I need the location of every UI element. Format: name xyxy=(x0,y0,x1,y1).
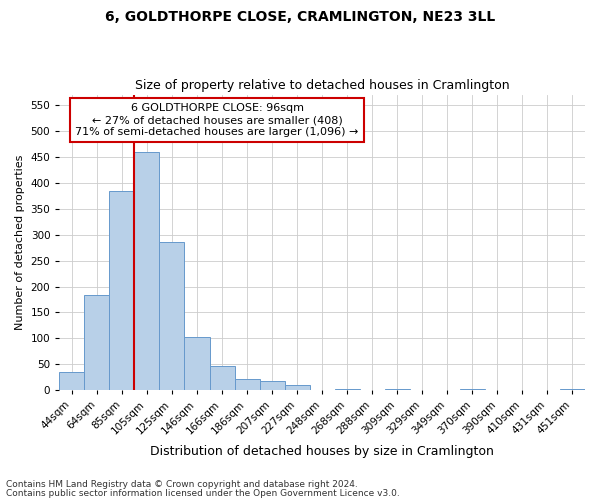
Bar xyxy=(335,388,360,390)
Bar xyxy=(160,242,184,390)
Y-axis label: Number of detached properties: Number of detached properties xyxy=(15,154,25,330)
Bar xyxy=(109,190,134,390)
Bar xyxy=(235,379,260,390)
X-axis label: Distribution of detached houses by size in Cramlington: Distribution of detached houses by size … xyxy=(150,444,494,458)
Bar xyxy=(59,372,85,390)
Bar xyxy=(85,296,109,390)
Text: Contains public sector information licensed under the Open Government Licence v3: Contains public sector information licen… xyxy=(6,488,400,498)
Text: 6 GOLDTHORPE CLOSE: 96sqm
← 27% of detached houses are smaller (408)
71% of semi: 6 GOLDTHORPE CLOSE: 96sqm ← 27% of detac… xyxy=(76,104,359,136)
Bar xyxy=(284,385,310,390)
Bar xyxy=(460,388,485,390)
Bar xyxy=(385,388,410,390)
Bar xyxy=(134,152,160,390)
Title: Size of property relative to detached houses in Cramlington: Size of property relative to detached ho… xyxy=(135,79,509,92)
Bar xyxy=(560,388,585,390)
Bar xyxy=(184,337,209,390)
Bar xyxy=(260,382,284,390)
Bar xyxy=(209,366,235,390)
Text: 6, GOLDTHORPE CLOSE, CRAMLINGTON, NE23 3LL: 6, GOLDTHORPE CLOSE, CRAMLINGTON, NE23 3… xyxy=(105,10,495,24)
Text: Contains HM Land Registry data © Crown copyright and database right 2024.: Contains HM Land Registry data © Crown c… xyxy=(6,480,358,489)
